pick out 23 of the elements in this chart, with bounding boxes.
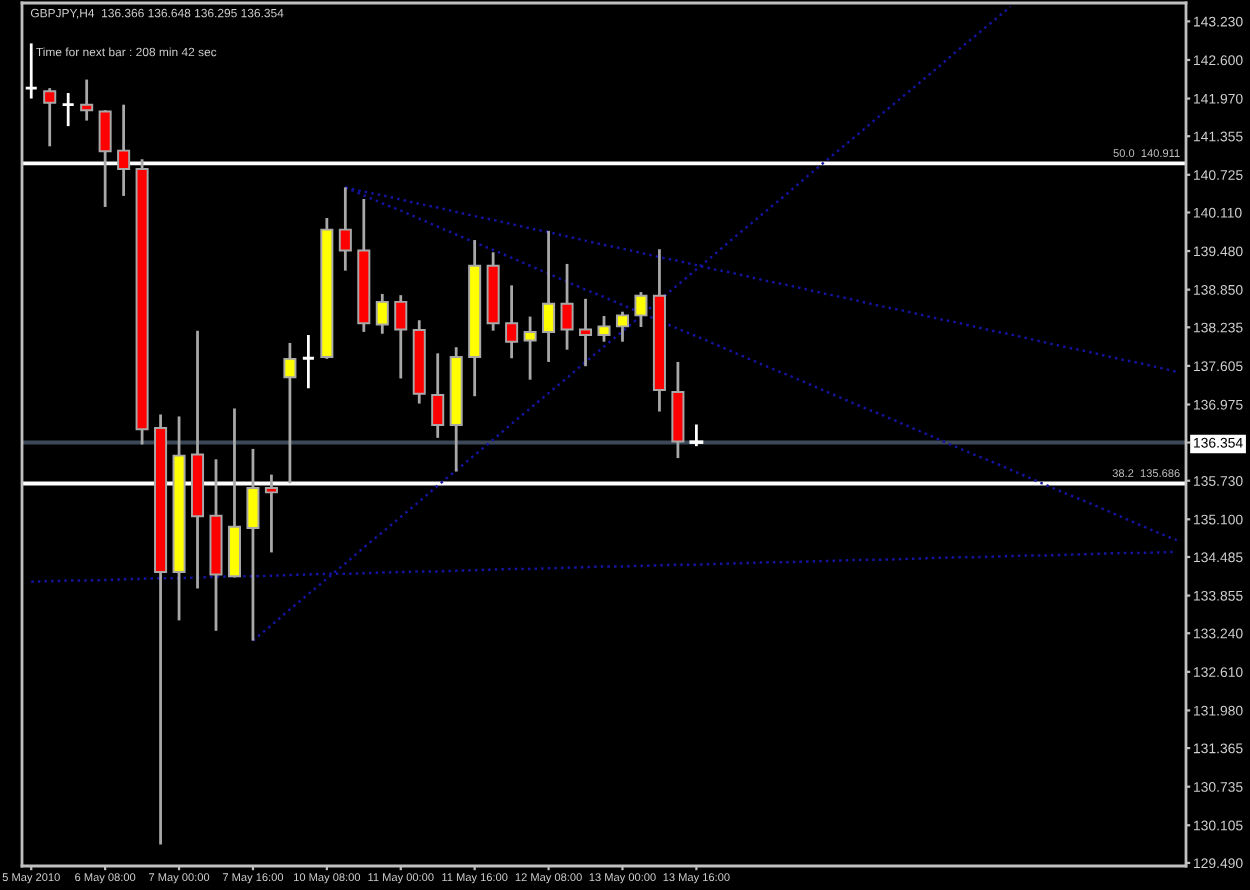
candlestick [431, 351, 445, 440]
candlestick [375, 292, 389, 336]
candlestick [394, 293, 408, 380]
candlestick [61, 91, 76, 128]
candlestick [98, 108, 112, 209]
candlestick [560, 262, 574, 352]
candlestick [579, 297, 593, 368]
candlestick [283, 341, 297, 485]
candlestick [689, 423, 704, 448]
candlestick [80, 78, 94, 122]
candlestick [338, 185, 352, 273]
candlestick [43, 86, 57, 148]
candlestick [24, 42, 39, 100]
candlestick [634, 290, 648, 329]
candlestick [523, 315, 537, 382]
candlestick [505, 283, 519, 360]
candlestick [615, 310, 629, 344]
candlestick [597, 314, 611, 344]
candlestick [301, 333, 316, 390]
candlestick [542, 229, 556, 364]
candlestick [246, 447, 260, 642]
candlestick [264, 473, 278, 554]
candlestick [117, 103, 131, 198]
